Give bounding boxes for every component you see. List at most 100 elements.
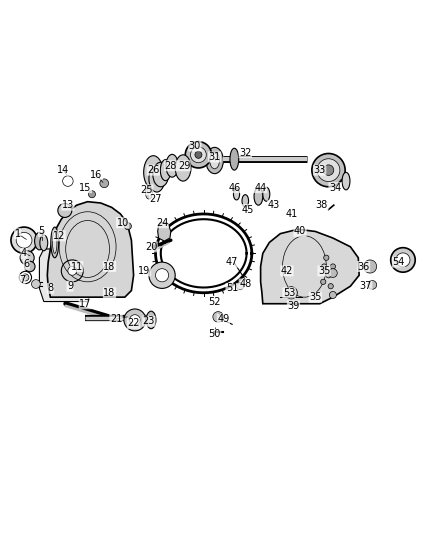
Circle shape [68, 266, 77, 275]
Text: 50: 50 [208, 329, 221, 340]
Text: 17: 17 [79, 298, 92, 309]
Text: 40: 40 [294, 227, 306, 237]
Circle shape [130, 314, 140, 325]
Ellipse shape [40, 235, 48, 251]
Ellipse shape [153, 162, 169, 187]
Text: 47: 47 [226, 257, 238, 267]
Text: 4: 4 [21, 248, 27, 259]
Circle shape [321, 279, 326, 285]
Text: 20: 20 [145, 242, 157, 252]
Circle shape [61, 260, 83, 282]
Circle shape [191, 147, 206, 163]
Text: 38: 38 [316, 200, 328, 210]
Text: 41: 41 [285, 209, 297, 219]
Circle shape [329, 292, 336, 298]
PathPatch shape [39, 249, 92, 302]
Circle shape [16, 232, 32, 248]
Text: 35: 35 [309, 292, 321, 302]
Ellipse shape [166, 155, 178, 177]
Circle shape [391, 248, 415, 272]
Circle shape [213, 312, 223, 322]
Circle shape [185, 142, 212, 168]
Circle shape [195, 151, 202, 158]
Circle shape [317, 159, 340, 182]
Text: 51: 51 [226, 284, 238, 293]
Ellipse shape [146, 311, 156, 329]
Circle shape [328, 284, 333, 289]
Circle shape [25, 261, 35, 272]
Circle shape [330, 264, 336, 269]
Circle shape [124, 309, 146, 331]
Circle shape [124, 223, 131, 230]
Circle shape [100, 179, 109, 188]
Text: 44: 44 [254, 183, 267, 192]
Text: 13: 13 [62, 200, 74, 210]
Ellipse shape [51, 227, 59, 258]
Circle shape [312, 154, 345, 187]
Circle shape [323, 165, 334, 175]
Text: 53: 53 [283, 288, 295, 298]
Text: 37: 37 [360, 281, 372, 291]
Ellipse shape [230, 148, 239, 170]
Text: 9: 9 [67, 281, 73, 291]
Text: 21: 21 [110, 314, 122, 324]
Text: 1: 1 [14, 229, 21, 239]
Text: 22: 22 [127, 318, 140, 328]
Text: 39: 39 [287, 301, 300, 311]
Text: 36: 36 [357, 262, 370, 271]
Ellipse shape [342, 172, 350, 190]
Text: 5: 5 [39, 227, 45, 237]
PathPatch shape [158, 223, 171, 241]
Text: 27: 27 [149, 193, 162, 204]
Text: 12: 12 [53, 231, 65, 241]
Text: 14: 14 [57, 165, 70, 175]
Text: 43: 43 [268, 200, 280, 210]
Text: 31: 31 [208, 152, 221, 162]
Text: 52: 52 [208, 296, 221, 306]
Text: 18: 18 [103, 262, 116, 271]
Circle shape [285, 287, 297, 299]
Text: 16: 16 [90, 169, 102, 180]
Text: 23: 23 [143, 316, 155, 326]
Ellipse shape [160, 159, 171, 181]
Ellipse shape [144, 156, 163, 189]
Ellipse shape [210, 152, 219, 169]
Text: 32: 32 [239, 148, 251, 158]
Circle shape [364, 260, 377, 273]
Text: 15: 15 [79, 183, 92, 192]
Ellipse shape [242, 195, 249, 207]
Text: 26: 26 [147, 165, 159, 175]
Circle shape [22, 274, 29, 281]
Text: 46: 46 [228, 183, 240, 192]
Ellipse shape [233, 189, 240, 200]
Text: 33: 33 [314, 165, 326, 175]
Circle shape [11, 227, 37, 253]
Circle shape [20, 251, 34, 265]
Text: 18: 18 [103, 288, 116, 298]
Ellipse shape [254, 188, 263, 205]
Text: 30: 30 [189, 141, 201, 151]
Text: 8: 8 [47, 284, 53, 293]
Circle shape [368, 280, 377, 289]
Text: 34: 34 [329, 183, 341, 192]
Ellipse shape [206, 147, 223, 174]
Ellipse shape [53, 231, 57, 253]
Circle shape [149, 262, 175, 288]
Circle shape [321, 264, 327, 269]
Text: 54: 54 [392, 257, 405, 267]
Text: 49: 49 [217, 314, 230, 324]
Text: 35: 35 [318, 266, 330, 276]
Text: 7: 7 [19, 274, 25, 285]
Circle shape [324, 255, 329, 260]
Circle shape [58, 204, 72, 217]
Circle shape [155, 269, 169, 282]
PathPatch shape [47, 201, 134, 297]
Text: 25: 25 [141, 185, 153, 195]
Circle shape [328, 269, 337, 278]
Circle shape [326, 273, 331, 278]
Text: 19: 19 [138, 266, 151, 276]
Text: 28: 28 [165, 161, 177, 171]
Ellipse shape [263, 187, 270, 201]
Text: 45: 45 [241, 205, 254, 215]
Text: 29: 29 [178, 161, 190, 171]
